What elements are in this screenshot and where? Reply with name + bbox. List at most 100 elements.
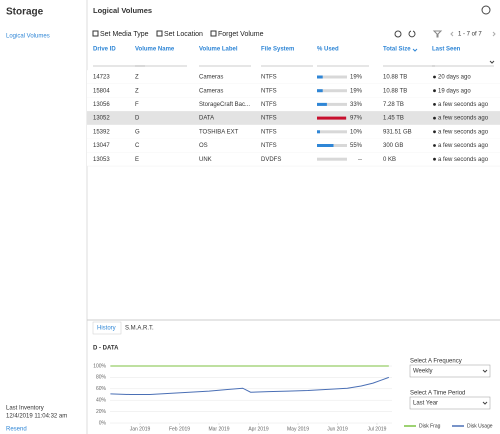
select-box[interactable] [409,396,491,410]
column-header[interactable]: Drive ID [93,47,116,53]
table-cell: 7.28 TB [383,102,404,108]
column-header[interactable]: Volume Label [199,47,238,53]
usage-label: -- [358,157,362,163]
nav-link[interactable]: Logical Volumes [6,34,50,40]
tab-active-outline [92,321,122,335]
control-label: Select A Time Period [410,391,465,397]
dropdown-icon [489,60,495,64]
table-cell: NTFS [261,129,277,135]
action-icon[interactable] [92,30,99,37]
x-tick-label: Apr 2019 [248,426,269,432]
x-tick-label: Jun 2019 [327,426,348,432]
usage-label: 19% [350,88,363,94]
y-tick-label: 60% [96,386,107,392]
table-cell: 13053 [93,157,110,163]
table-row[interactable] [87,138,500,153]
column-header[interactable]: Total Size [383,47,411,53]
usage-bar [317,130,320,134]
usage-track [317,89,347,93]
filter-icon[interactable] [432,30,443,38]
table-cell: 0 KB [383,157,396,163]
usage-label: 10% [350,129,363,135]
action-icon[interactable] [156,30,163,37]
legend-label: Disk Usage [467,423,493,429]
inventory-date: 12/4/2019 11:04:32 am [6,414,67,420]
help-icon[interactable] [481,5,491,15]
table-cell: 15392 [93,129,110,135]
table-cell: 300 GB [383,143,403,149]
table-cell: Z [135,88,139,94]
x-tick-label: Jan 2019 [130,426,151,432]
usage-track [317,130,347,134]
status-dot [433,157,436,161]
sidebar-title: Storage [6,7,44,18]
usage-track [317,102,347,106]
sort-icon [412,48,418,52]
selected-row[interactable] [87,111,500,125]
table-cell: NTFS [261,75,277,81]
control-label: Select A Frequency [410,359,462,365]
action-icon[interactable] [210,30,217,37]
x-tick-label: Feb 2019 [169,426,190,432]
column-header[interactable]: Volume Name [135,47,175,53]
status-dot [433,144,436,147]
column-header[interactable]: File System [261,47,294,53]
usage-label: 33% [350,102,363,108]
table-cell: a few seconds ago [438,102,489,108]
table-cell: a few seconds ago [438,157,489,163]
resend-link[interactable]: Resend [6,427,27,433]
column-header[interactable]: % Used [317,47,339,53]
tab[interactable]: S.M.A.R.T. [125,326,154,332]
select-chevron [482,369,488,373]
table-row[interactable] [87,124,500,139]
table-cell: 13047 [93,143,110,149]
table-cell: a few seconds ago [438,129,489,135]
table-cell: D [135,116,140,122]
table-cell: a few seconds ago [438,143,489,149]
x-tick-label: May 2019 [287,426,309,432]
select-box[interactable] [409,364,491,378]
x-tick-label: Mar 2019 [208,426,229,432]
table-cell: StorageCraft Bac... [199,102,250,108]
table-cell: 13056 [93,102,110,108]
toolbar-action[interactable]: Forget Volume [218,31,264,38]
table-row[interactable] [87,97,500,112]
table-cell: 931.51 GB [383,129,412,135]
select-value: Last Year [413,401,438,407]
toolbar-action[interactable]: Set Media Type [100,31,149,38]
usage-track [317,75,347,79]
table-cell: Cameras [199,75,223,81]
page-arrows[interactable] [450,31,496,37]
table-cell: Z [135,75,139,81]
status-dot [433,130,436,134]
y-tick-label: 80% [96,375,107,381]
table-row[interactable] [87,152,500,167]
page-title: Logical Volumes [93,6,152,15]
table-cell: DVDFS [261,157,281,163]
refresh-icon[interactable] [408,30,416,38]
usage-label: 97% [350,116,363,122]
table-cell: UNK [199,157,212,163]
table-row[interactable] [87,83,500,98]
table-row[interactable] [87,70,500,84]
table-cell: C [135,143,140,149]
table-cell: G [135,129,140,135]
table-cell: 10.88 TB [383,75,407,81]
table-cell: 1.45 TB [383,116,404,122]
table-cell: 20 days ago [438,75,471,81]
select-chevron [482,401,488,405]
tab[interactable]: History [97,326,116,332]
table-cell: NTFS [261,143,277,149]
table-cell: DATA [199,116,214,122]
series-line [110,376,390,395]
column-header[interactable]: Last Seen [432,47,461,53]
table-cell: Cameras [199,88,223,94]
toolbar-action[interactable]: Set Location [164,31,203,38]
table-cell: NTFS [261,116,277,122]
y-tick-label: 100% [93,363,106,369]
settings-icon[interactable] [394,30,402,38]
table-cell: a few seconds ago [438,116,489,122]
usage-bar [317,102,327,106]
